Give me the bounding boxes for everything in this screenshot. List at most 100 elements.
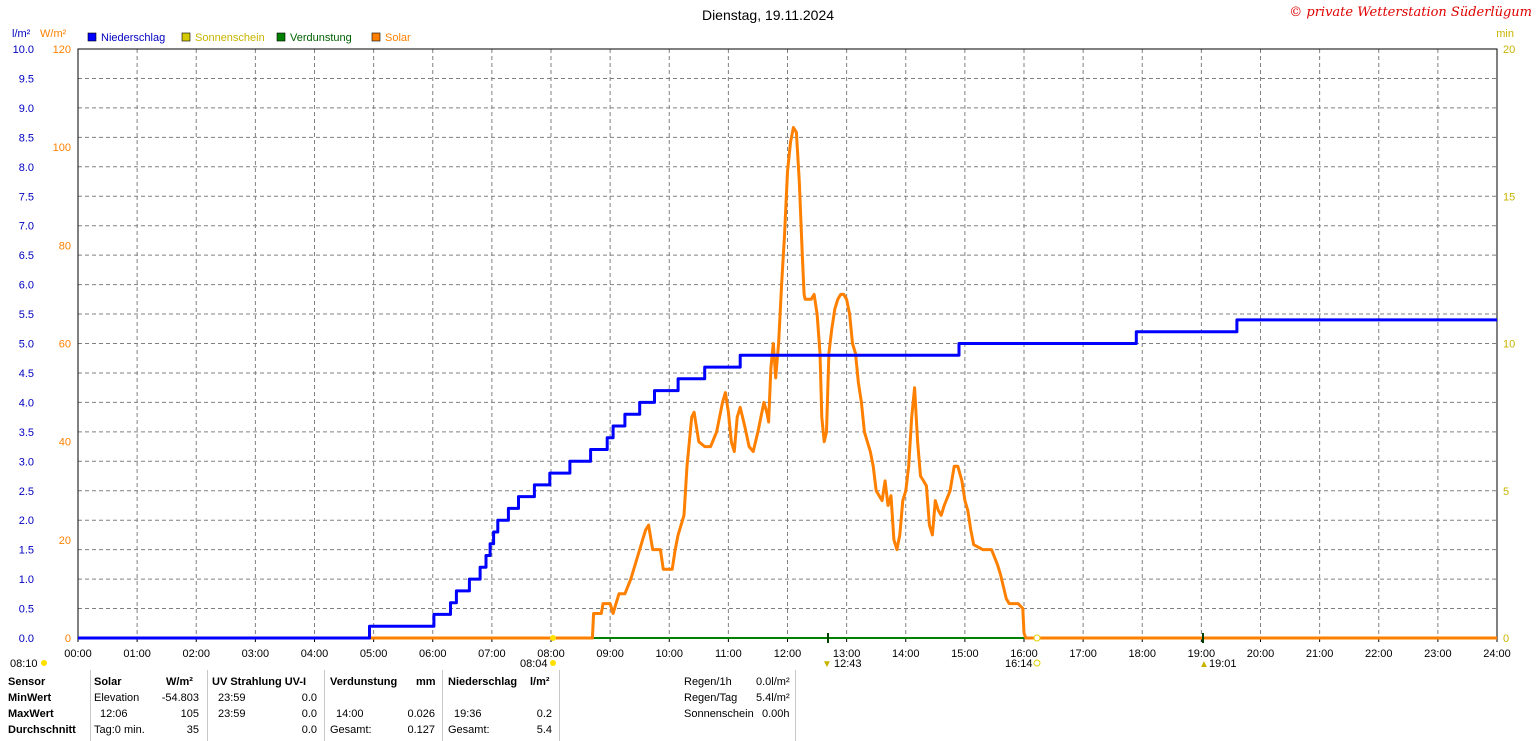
stats-header-uv: UV Strahlung UV-I (212, 676, 307, 688)
stats-cell: 23:59 (218, 692, 246, 704)
stats-cell: 105 (180, 708, 199, 720)
legend-label-niederschlag: Niederschlag (101, 32, 165, 44)
x-tick-label: 20:00 (1247, 648, 1275, 660)
culmination-label: 12:43 (834, 658, 862, 668)
stats-header-verdunstung-unit: mm (416, 676, 436, 688)
sunshine-label: Sonnenschein (684, 708, 754, 720)
x-tick-label: 00:00 (64, 648, 92, 660)
y-tick-label-precip: 2.5 (19, 486, 34, 498)
y-tick-label-precip: 7.0 (19, 221, 34, 233)
sunshine-value: 0.00h (762, 708, 790, 720)
x-tick-label: 15:00 (951, 648, 979, 660)
y-tick-label-solar: 120 (53, 44, 71, 56)
x-tick-label: 03:00 (242, 648, 270, 660)
stats-row-label: MinWert (8, 692, 52, 704)
y-tick-label-precip: 1.5 (19, 545, 34, 557)
legend-label-verdunstung: Verdunstung (290, 32, 352, 44)
x-tick-label: 09:00 (596, 648, 624, 660)
x-tick-label: 13:00 (833, 648, 861, 660)
sun-moon-markers: 08:10 08:04 ▼ 12:43 16:14 ▲ 19:01 (10, 633, 1237, 668)
stats-cell: 5.4 (536, 724, 552, 736)
y-tick-label-precip: 3.0 (19, 456, 34, 468)
stats-cell: Tag:0 min. (94, 724, 145, 736)
x-tick-label: 06:00 (419, 648, 447, 660)
x-tick-label: 21:00 (1306, 648, 1334, 660)
chart-title: Dienstag, 19.11.2024 (702, 7, 834, 23)
moonrise-icon: ▲ (1199, 659, 1209, 668)
y-tick-label-solar: 40 (59, 437, 71, 449)
rain-label: Regen/Tag (684, 692, 738, 704)
y-tick-label-solar: 60 (59, 339, 71, 351)
stats-cell: 0.026 (407, 708, 435, 720)
x-tick-label: 22:00 (1365, 648, 1393, 660)
x-tick-label: 01:00 (123, 648, 151, 660)
weather-chart: Dienstag, 19.11.2024 © private Wettersta… (10, 5, 1532, 668)
legend: Niederschlag Sonnenschein Verdunstung So… (87, 32, 411, 44)
stats-cell: -54.803 (161, 692, 199, 704)
y-tick-label-precip: 4.0 (19, 397, 34, 409)
stats-divider (324, 670, 325, 741)
x-tick-label: 24:00 (1483, 648, 1511, 660)
stats-cell: 19:36 (454, 708, 482, 720)
stats-cell: Gesamt: (330, 724, 372, 736)
y-tick-label-precip: 8.0 (19, 162, 34, 174)
y-tick-label-precip: 0.5 (19, 604, 34, 616)
legend-swatch-sonnenschein (181, 32, 191, 42)
chart-series (78, 126, 1497, 640)
stats-row-label: MaxWert (8, 708, 54, 720)
stats-divider (559, 670, 560, 741)
legend-swatch-solar (371, 32, 381, 42)
y-tick-label-minutes: 10 (1503, 339, 1515, 351)
stats-divider (795, 670, 796, 741)
y-tick-label-precip: 6.0 (19, 280, 34, 292)
x-tick-label: 12:00 (774, 648, 802, 660)
y-tick-label-minutes: 0 (1503, 633, 1509, 645)
x-tick-label: 11:00 (715, 648, 742, 660)
series-line-solar (78, 126, 1497, 640)
moonrise-label: 19:01 (1209, 658, 1237, 668)
y-tick-label-minutes: 5 (1503, 486, 1509, 498)
sunrise-bottom-icon (550, 660, 556, 666)
y-tick-label-minutes: 15 (1503, 191, 1515, 203)
stats-header-solar: Solar (94, 676, 122, 688)
stats-table: Sensor Solar W/m² UV Strahlung UV-I Verd… (0, 668, 1536, 741)
stats-cell: 0.0 (301, 692, 317, 704)
stats-header-solar-unit: W/m² (166, 676, 193, 688)
y-tick-label-solar: 0 (65, 633, 71, 645)
x-tick-label: 18:00 (1128, 648, 1156, 660)
stats-header-niederschlag: Niederschlag (448, 676, 518, 688)
stats-cell: 0.0 (301, 708, 317, 720)
stats-cell: 0.0 (301, 724, 317, 736)
culmination-icon: ▼ (822, 659, 832, 668)
chart-grid (78, 49, 1497, 638)
y-tick-label-precip: 5.5 (19, 309, 34, 321)
unit-minutes: min (1496, 28, 1514, 40)
x-tick-label: 07:00 (478, 648, 506, 660)
stats-cell: 0.2 (536, 708, 552, 720)
series-line-niederschlag (78, 318, 1497, 640)
x-tick-label: 14:00 (892, 648, 920, 660)
stats-cell: 12:06 (100, 708, 128, 720)
y-tick-label-solar: 80 (59, 240, 71, 252)
y-tick-label-precip: 3.5 (19, 427, 34, 439)
y-tick-label-precip: 1.0 (19, 574, 34, 586)
x-tick-label: 04:00 (301, 648, 329, 660)
y-tick-label-precip: 2.0 (19, 515, 34, 527)
x-tick-label: 05:00 (360, 648, 388, 660)
x-tick-label: 17:00 (1069, 648, 1097, 660)
rain-label: Regen/1h (684, 676, 732, 688)
stats-divider (90, 670, 91, 741)
y-tick-label-precip: 7.5 (19, 191, 34, 203)
legend-label-solar: Solar (385, 32, 411, 44)
stats-cell: Gesamt: (448, 724, 490, 736)
legend-label-sonnenschein: Sonnenschein (195, 32, 265, 44)
y-tick-label-minutes: 20 (1503, 44, 1515, 56)
stats-cell: Elevation (94, 692, 140, 704)
sunset-bottom-icon (1033, 659, 1041, 667)
stats-header-sensor: Sensor (8, 676, 46, 688)
y-tick-label-precip: 0.0 (19, 633, 34, 645)
stats-divider (442, 670, 443, 741)
legend-swatch-verdunstung (276, 32, 286, 42)
moonset-label: 08:10 (10, 658, 38, 668)
sunset-icon (1033, 634, 1041, 642)
